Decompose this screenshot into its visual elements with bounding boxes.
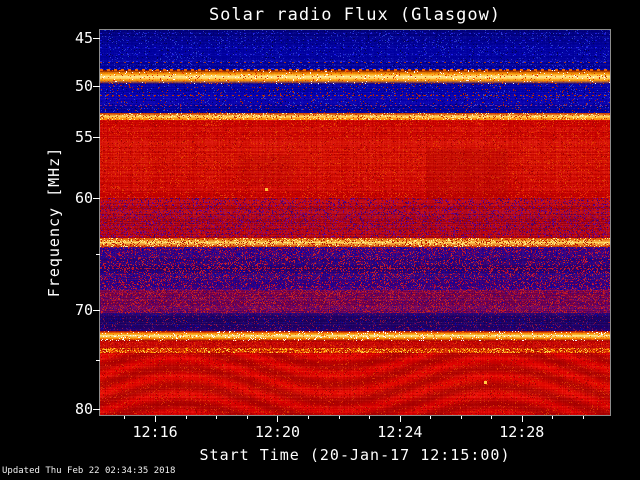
- y-tick-label: 55: [74, 128, 93, 147]
- x-minor-tick-mark: [216, 416, 218, 419]
- x-tick-label: 12:24: [377, 423, 423, 441]
- x-minor-tick-mark: [124, 416, 126, 419]
- y-tick-label: 50: [74, 76, 93, 95]
- x-minor-tick-mark: [430, 416, 432, 419]
- x-tick-label: 12:28: [499, 423, 545, 441]
- y-tick-mark: [93, 37, 100, 39]
- y-tick-label: 80: [74, 400, 93, 419]
- x-tick-mark: [521, 416, 523, 422]
- x-minor-tick-mark: [369, 416, 371, 419]
- x-minor-tick-mark: [308, 416, 310, 419]
- y-axis-title: Frequency [MHz]: [45, 146, 63, 298]
- chart-title: Solar radio Flux (Glasgow): [208, 5, 502, 25]
- x-minor-tick-mark: [552, 416, 554, 419]
- y-tick-mark: [93, 137, 100, 139]
- x-tick-label: 12:16: [132, 423, 178, 441]
- y-tick-mark: [93, 309, 100, 311]
- y-tick-mark: [93, 409, 100, 411]
- spectrogram-heatmap: [100, 30, 610, 415]
- x-minor-tick-mark: [461, 416, 463, 419]
- x-minor-tick-mark: [246, 416, 248, 419]
- x-minor-tick-mark: [582, 416, 584, 419]
- y-tick-label: 45: [74, 28, 93, 47]
- x-axis-title: Start Time (20-Jan-17 12:15:00): [199, 446, 511, 464]
- y-minor-tick-mark: [96, 359, 100, 361]
- y-tick-label: 70: [74, 300, 93, 319]
- y-minor-tick-mark: [96, 253, 100, 255]
- x-minor-tick-mark: [185, 416, 187, 419]
- y-tick-mark: [93, 197, 100, 199]
- x-minor-tick-mark: [491, 416, 493, 419]
- y-tick-label: 60: [74, 188, 93, 207]
- x-tick-mark: [399, 416, 401, 422]
- x-tick-mark: [155, 416, 157, 422]
- x-tick-label: 12:20: [254, 423, 301, 441]
- x-minor-tick-mark: [338, 416, 340, 419]
- x-tick-mark: [277, 416, 279, 422]
- y-tick-mark: [93, 85, 100, 87]
- updated-timestamp: Updated Thu Feb 22 02:34:35 2018: [2, 466, 176, 476]
